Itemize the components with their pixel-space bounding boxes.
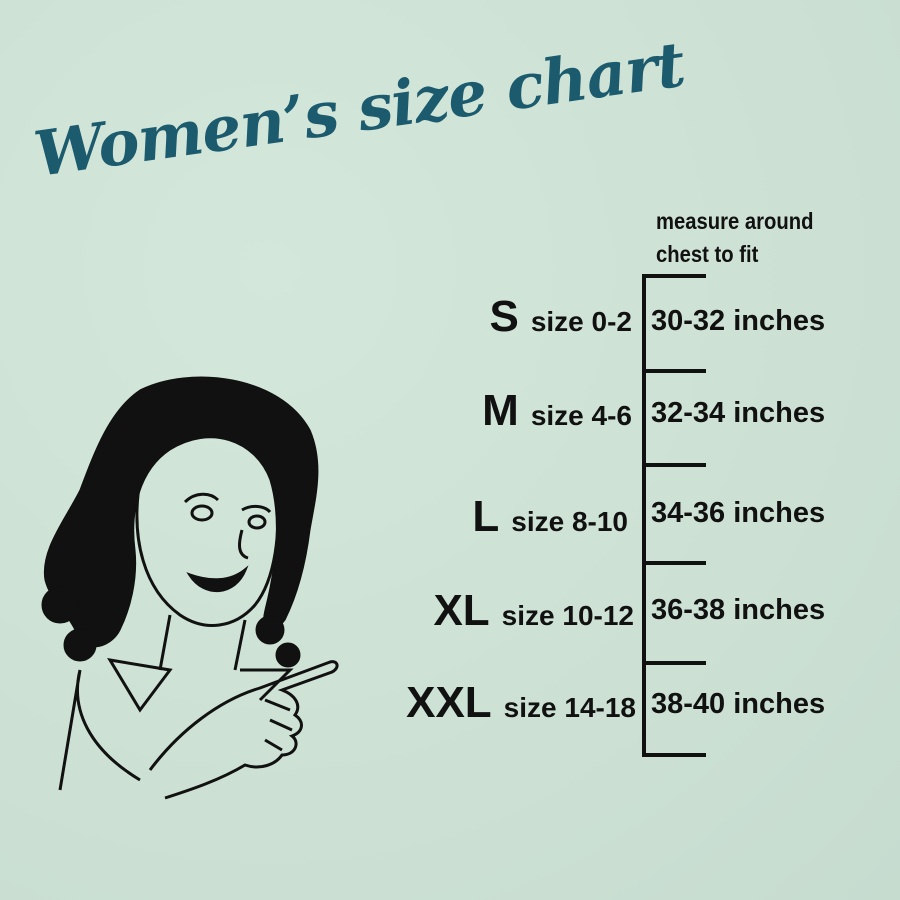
size-row-l: L size 8-10 [472,492,628,542]
chest-range: 34-36 inches [651,497,826,529]
size-row-m: M size 4-6 [482,386,632,436]
size-letter: S [489,292,519,341]
bracket-tick [642,369,706,373]
measure-header-line2: chest to fit [656,241,759,267]
size-range: size 0-2 [530,306,632,337]
size-letter: L [472,492,500,541]
bracket-tick [642,661,706,665]
size-range: size 10-12 [501,600,634,631]
chest-range: 30-32 inches [651,305,826,337]
chest-range: 32-34 inches [651,397,826,429]
retro-woman-pointing-illustration [41,376,339,800]
size-row-xl: XL size 10-12 [433,586,634,636]
bracket-line [642,275,646,757]
size-row-s: S size 0-2 [489,292,632,342]
measure-header-line1: measure around [656,208,814,234]
bracket-tick [642,274,706,278]
size-row-xxl: XXL size 14-18 [406,678,636,728]
chest-range: 36-38 inches [651,594,826,626]
size-range: size 14-18 [503,692,636,723]
bracket-tick [642,463,706,467]
size-letter: XXL [406,678,492,727]
bracket-tick [642,753,706,757]
size-letter: M [482,386,519,435]
size-letter: XL [433,586,490,635]
size-range: size 4-6 [530,400,632,431]
chest-range: 38-40 inches [651,688,826,720]
size-range: size 8-10 [511,506,628,537]
bracket-tick [642,561,706,565]
